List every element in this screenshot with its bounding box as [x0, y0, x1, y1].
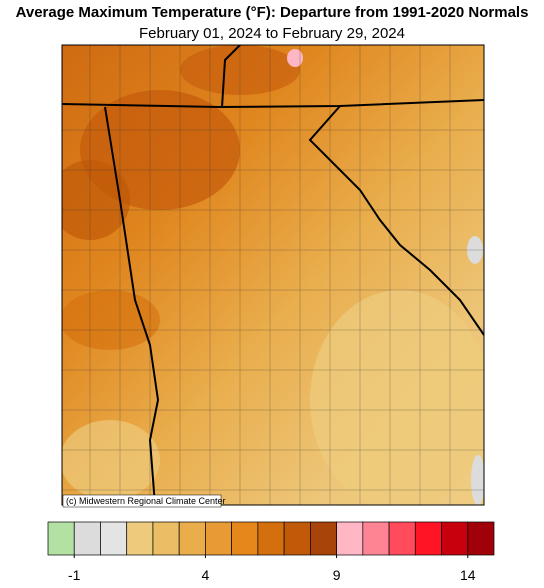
colorbar-box — [336, 521, 364, 556]
credit: (c) Midwestern Regional Climate Center — [66, 496, 226, 506]
colorbar-box — [441, 521, 469, 556]
colorbar-tick-label: 4 — [202, 567, 210, 583]
credit-box — [62, 494, 222, 508]
map-frame — [61, 44, 485, 506]
cool-area — [310, 290, 484, 505]
colorbar-box — [362, 521, 390, 556]
warm-area — [62, 290, 160, 350]
state-borders — [62, 45, 484, 505]
colorbar-tick-label: 14 — [460, 567, 476, 583]
colorbar-box — [310, 521, 337, 556]
hot-spot — [287, 49, 303, 67]
colorbar-tick-label: -1 — [68, 567, 81, 583]
colorbar-box — [73, 521, 101, 556]
colorbar-box — [414, 521, 442, 556]
title: Average Maximum Temperature (°F): Depart… — [16, 4, 529, 21]
colorbar-box — [126, 521, 154, 556]
colorbar-box — [178, 521, 206, 556]
cool-spot — [471, 455, 484, 505]
county-lines — [62, 45, 484, 505]
colorbar-box — [231, 521, 259, 556]
colorbar-box — [257, 521, 285, 556]
colorbar-box — [100, 521, 128, 556]
colorbar-box — [152, 521, 180, 556]
warm-area — [62, 160, 130, 240]
subtitle: February 01, 2024 to February 29, 2024 — [139, 25, 405, 42]
map — [62, 45, 484, 505]
colorbar-box — [388, 521, 416, 556]
colorbar-box — [205, 521, 232, 556]
cool-area — [62, 420, 160, 500]
colorbar-tick-label: 9 — [333, 567, 341, 583]
colorbar: -1 4 9 14 — [47, 521, 495, 583]
colorbar-box — [47, 521, 75, 556]
colorbar-box — [283, 521, 311, 556]
colorbar-box — [467, 521, 495, 556]
